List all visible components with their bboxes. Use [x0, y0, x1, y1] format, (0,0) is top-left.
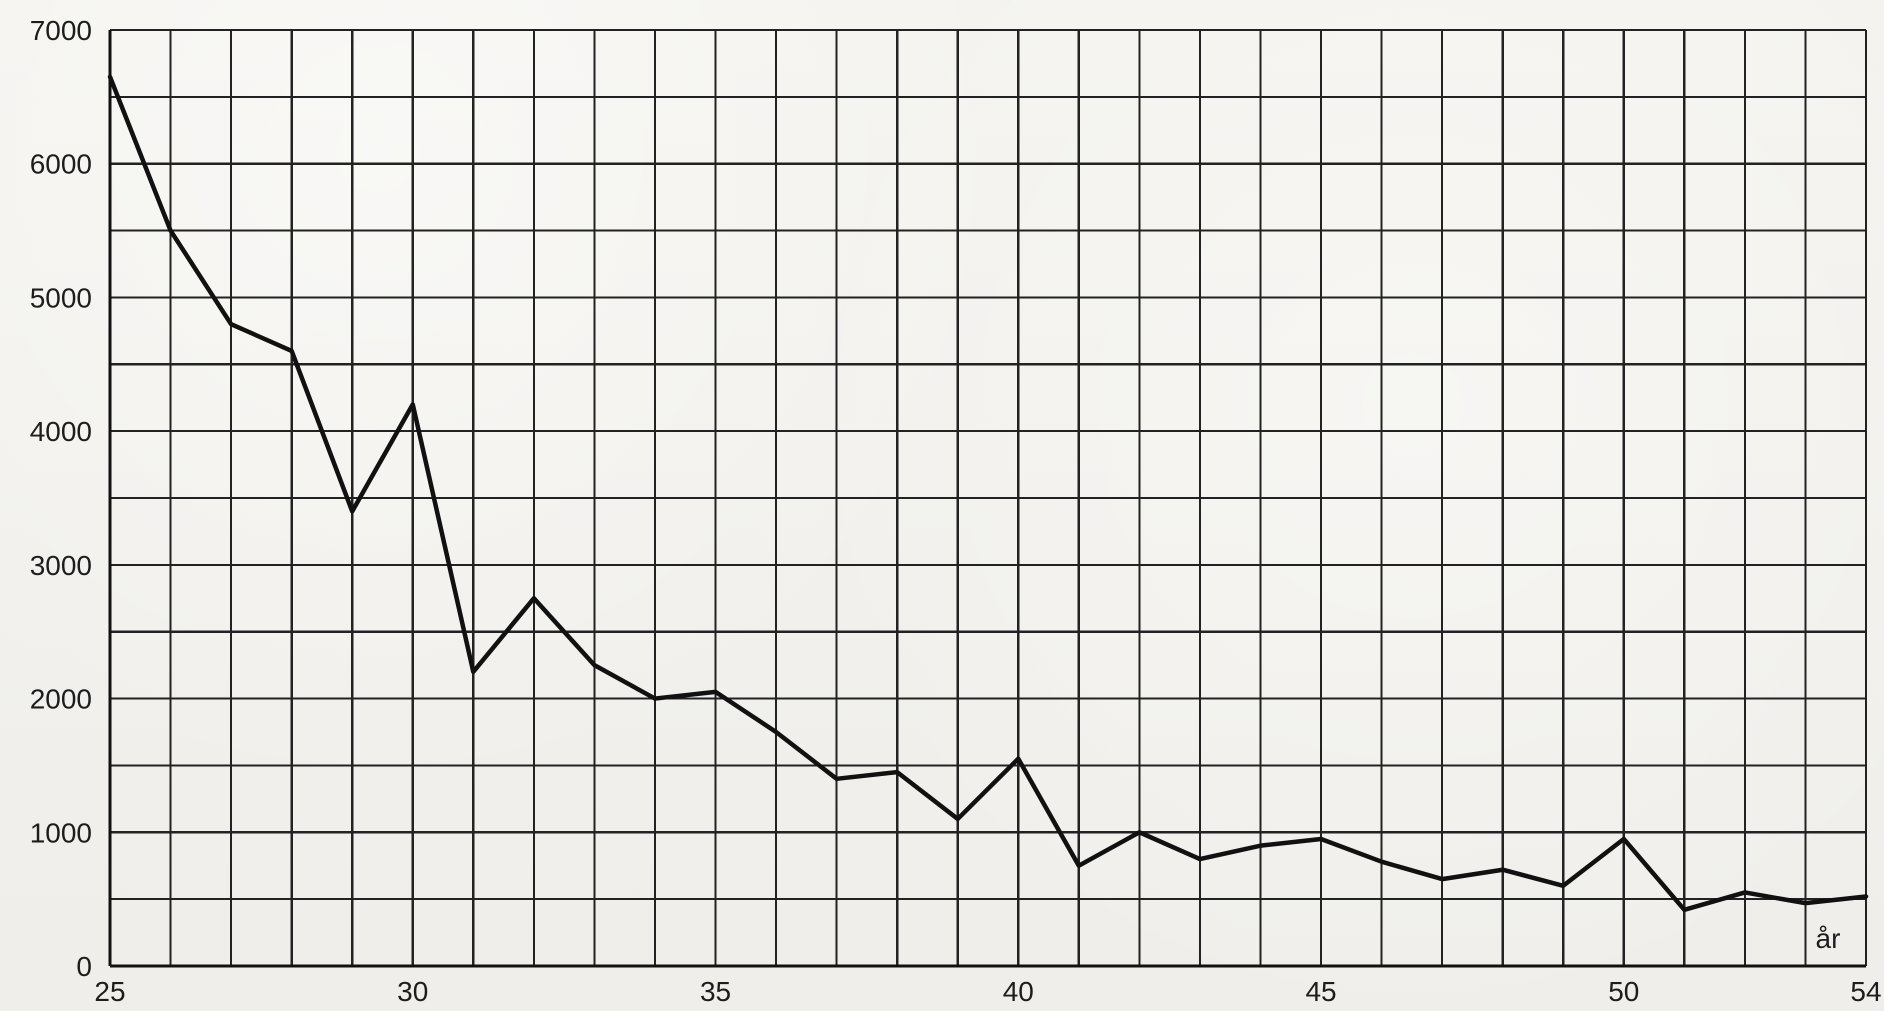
- y-tick-label: 4000: [30, 416, 92, 447]
- y-tick-label: 1000: [30, 817, 92, 848]
- x-tick-label: 40: [1003, 976, 1034, 1007]
- y-tick-label: 2000: [30, 684, 92, 715]
- x-tick-label: 35: [700, 976, 731, 1007]
- axes: [108, 30, 1866, 968]
- y-tick-label: 5000: [30, 282, 92, 313]
- x-tick-label: 30: [397, 976, 428, 1007]
- y-tick-label: 3000: [30, 550, 92, 581]
- y-tick-label: 7000: [30, 15, 92, 46]
- x-tick-label: 25: [94, 976, 125, 1007]
- y-tick-label: 0: [76, 951, 92, 982]
- x-tick-label: 45: [1305, 976, 1336, 1007]
- series-layer: [107, 74, 1869, 913]
- y-tick-label: 6000: [30, 149, 92, 180]
- x-tick-label: 54: [1850, 976, 1881, 1007]
- gridlines: [108, 28, 1868, 968]
- series-line: [107, 74, 1869, 913]
- x-axis-unit-label: år: [1816, 923, 1841, 954]
- tick-labels: 0 1000 2000 3000 4000 5000 6000 7000 25 30 35 40 45 5…: [30, 15, 1882, 1007]
- x-tick-label: 50: [1608, 976, 1639, 1007]
